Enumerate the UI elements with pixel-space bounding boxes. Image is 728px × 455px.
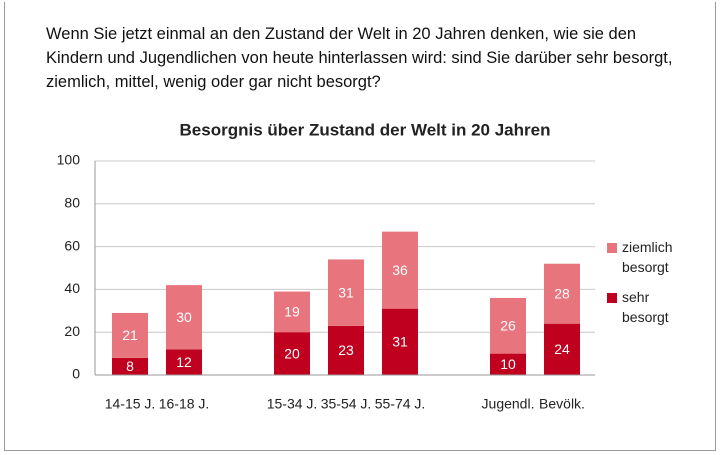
y-tick-label: 20 [64,323,80,339]
data-label: 10 [500,356,516,372]
x-tick-label: 16-18 J. [159,396,210,412]
bar-segment [274,291,310,333]
bar-segment [274,332,310,375]
bar-segment [490,297,526,354]
chart-frame [4,2,716,451]
bar-segment [382,308,418,375]
x-tick-label: Jugendl. [482,396,535,412]
legend-item: ziemlich besorgt [622,239,673,275]
data-label: 28 [554,285,570,301]
data-label: 36 [392,262,408,278]
data-label: 31 [338,284,354,300]
x-tick-label: 14-15 J. [105,396,156,412]
data-label: 23 [338,342,354,358]
data-label: 26 [500,317,516,333]
data-label: 8 [126,358,134,374]
y-tick-label: 40 [64,280,80,296]
x-tick-label: 15-34 J. [267,396,318,412]
x-tick-label: 35-54 J. [321,396,372,412]
bar-segment [328,259,364,326]
data-label: 12 [176,354,192,370]
bar-segment [328,325,364,375]
bar-segment [166,349,202,375]
bar-segment [112,312,148,358]
legend-label: ziemlich besorgt [622,239,673,275]
bar-segment [544,263,580,324]
data-label: 30 [176,309,192,325]
bar-segment [544,323,580,375]
y-tick-label: 80 [64,195,80,211]
bar-segment [166,285,202,350]
data-label: 31 [392,334,408,350]
chart-title: Besorgnis über Zustand der Welt in 20 Ja… [180,120,551,139]
data-label: 20 [284,345,300,361]
data-label: 21 [122,327,138,343]
data-label: 19 [284,304,300,320]
x-tick-label: 55-74 J. [375,396,426,412]
legend-label: sehr besorgt [622,289,669,325]
y-tick-label: 100 [57,152,81,168]
legend-item: sehr besorgt [622,289,669,325]
y-tick-label: 0 [72,366,80,382]
x-tick-label: Bevölk. [539,396,585,412]
legend-swatch [607,243,617,253]
y-tick-label: 60 [64,237,80,253]
bar-segment [382,231,418,309]
legend-swatch [607,293,617,303]
question-text: Wenn Sie jetzt einmal an den Zustand der… [46,25,673,91]
bar-segment [490,353,526,375]
data-label: 24 [554,341,570,357]
bar-segment [112,357,148,375]
